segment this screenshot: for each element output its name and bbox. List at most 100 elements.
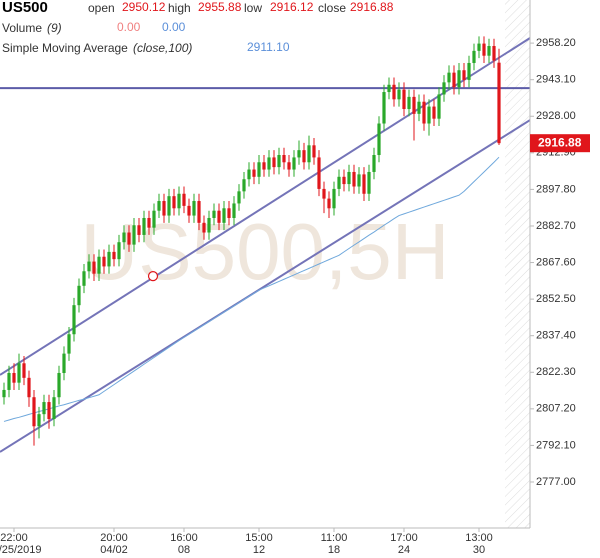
candle-body bbox=[147, 217, 151, 228]
candle-body bbox=[217, 210, 221, 223]
ohlc-value: 2955.88 bbox=[198, 0, 242, 14]
sma-params: (close,100) bbox=[133, 41, 192, 55]
candle-body bbox=[192, 201, 196, 216]
candle-body bbox=[492, 46, 496, 61]
candle-body bbox=[172, 196, 176, 209]
candle-body bbox=[437, 94, 441, 119]
ohlc-label: close bbox=[318, 1, 346, 15]
candle-body bbox=[282, 155, 286, 163]
candle-body bbox=[107, 251, 111, 267]
candle-body bbox=[212, 210, 216, 218]
ohlc-value: 2950.12 bbox=[122, 0, 166, 14]
candle-body bbox=[222, 208, 226, 223]
x-tick-label: 20:00 bbox=[100, 532, 128, 544]
trendline bbox=[0, 119, 530, 453]
candle-body bbox=[462, 70, 466, 80]
last-price: 2916.88 bbox=[538, 135, 582, 149]
candle-body bbox=[372, 155, 376, 172]
x-tick-label: 16:00 bbox=[170, 532, 198, 544]
candle-body bbox=[162, 201, 166, 216]
candle-body bbox=[202, 222, 206, 233]
x-date-label: 18 bbox=[328, 544, 340, 556]
candle-body bbox=[272, 157, 276, 168]
candle-body bbox=[337, 176, 341, 189]
x-tick-label: 22:00 bbox=[0, 532, 28, 544]
candle-body bbox=[7, 372, 11, 390]
candle-body bbox=[452, 72, 456, 88]
candle-body bbox=[167, 196, 171, 216]
candle-body bbox=[327, 198, 331, 209]
ohlc-value: 2916.88 bbox=[350, 0, 394, 14]
y-tick-label: 2943.10 bbox=[536, 74, 576, 86]
candle-body bbox=[457, 70, 461, 88]
candle-body bbox=[132, 225, 136, 245]
x-date-label: 12 bbox=[253, 544, 265, 556]
candle-body bbox=[367, 171, 371, 194]
x-date-label: 04/02 bbox=[100, 544, 128, 556]
candle-body bbox=[482, 43, 486, 56]
candle-body bbox=[47, 402, 51, 420]
sma-value: 2911.10 bbox=[247, 40, 290, 54]
candle-body bbox=[12, 372, 16, 383]
candle-body bbox=[232, 203, 236, 218]
candle-body bbox=[242, 179, 246, 192]
sma-line bbox=[3, 156, 500, 422]
x-tick-label: 17:00 bbox=[390, 532, 418, 544]
candle-body bbox=[32, 397, 36, 427]
candle-body bbox=[352, 171, 356, 187]
candle-body bbox=[292, 157, 296, 170]
volume-value: 0.00 bbox=[117, 20, 141, 34]
candle-body bbox=[422, 101, 426, 124]
candle-body bbox=[127, 232, 131, 245]
candle-body bbox=[382, 92, 386, 124]
candle-body bbox=[157, 201, 161, 211]
candle-body bbox=[302, 150, 306, 163]
x-date-label: 03/25/2019 bbox=[0, 544, 42, 556]
candle-body bbox=[287, 162, 291, 170]
candle-body bbox=[72, 305, 76, 335]
x-date-label: 08 bbox=[178, 544, 190, 556]
candle-body bbox=[197, 201, 201, 223]
candle-body bbox=[357, 174, 361, 187]
candle-body bbox=[427, 106, 431, 124]
candle-body bbox=[142, 217, 146, 235]
symbol: US500 bbox=[2, 0, 48, 16]
candle-body bbox=[187, 205, 191, 216]
candle-body bbox=[277, 155, 281, 168]
candle-body bbox=[62, 353, 66, 373]
candle-body bbox=[392, 84, 396, 100]
candle-body bbox=[297, 150, 301, 158]
candle-body bbox=[152, 210, 156, 228]
y-tick-label: 2852.50 bbox=[536, 293, 576, 305]
candle-body bbox=[347, 171, 351, 185]
candle-body bbox=[17, 363, 21, 383]
candle-body bbox=[407, 96, 411, 109]
candle-body bbox=[332, 188, 336, 209]
candle-body bbox=[82, 271, 86, 286]
candle-body bbox=[117, 242, 121, 260]
ohlc-label: high bbox=[168, 1, 191, 15]
volume-params: (9) bbox=[47, 21, 62, 35]
x-date-label: 24 bbox=[398, 544, 410, 556]
candle-body bbox=[257, 162, 261, 177]
candle-body bbox=[497, 62, 501, 144]
candle-body bbox=[122, 232, 126, 243]
candle-body bbox=[477, 43, 481, 51]
candle-body bbox=[417, 101, 421, 114]
ohlc-label: open bbox=[88, 1, 115, 15]
candle-body bbox=[57, 372, 61, 398]
y-tick-label: 2897.80 bbox=[536, 183, 576, 195]
candle-body bbox=[377, 123, 381, 156]
candle-body bbox=[322, 188, 326, 199]
volume-value: 0.00 bbox=[162, 20, 186, 34]
candle-body bbox=[27, 377, 31, 398]
last-price-tag bbox=[530, 134, 590, 153]
candle-body bbox=[247, 169, 251, 180]
candle-body bbox=[22, 363, 26, 378]
ohlc-value: 2916.12 bbox=[270, 0, 314, 14]
candle-body bbox=[252, 169, 256, 177]
candle-body bbox=[2, 389, 6, 398]
candle-body bbox=[307, 145, 311, 163]
candle-body bbox=[317, 157, 321, 189]
